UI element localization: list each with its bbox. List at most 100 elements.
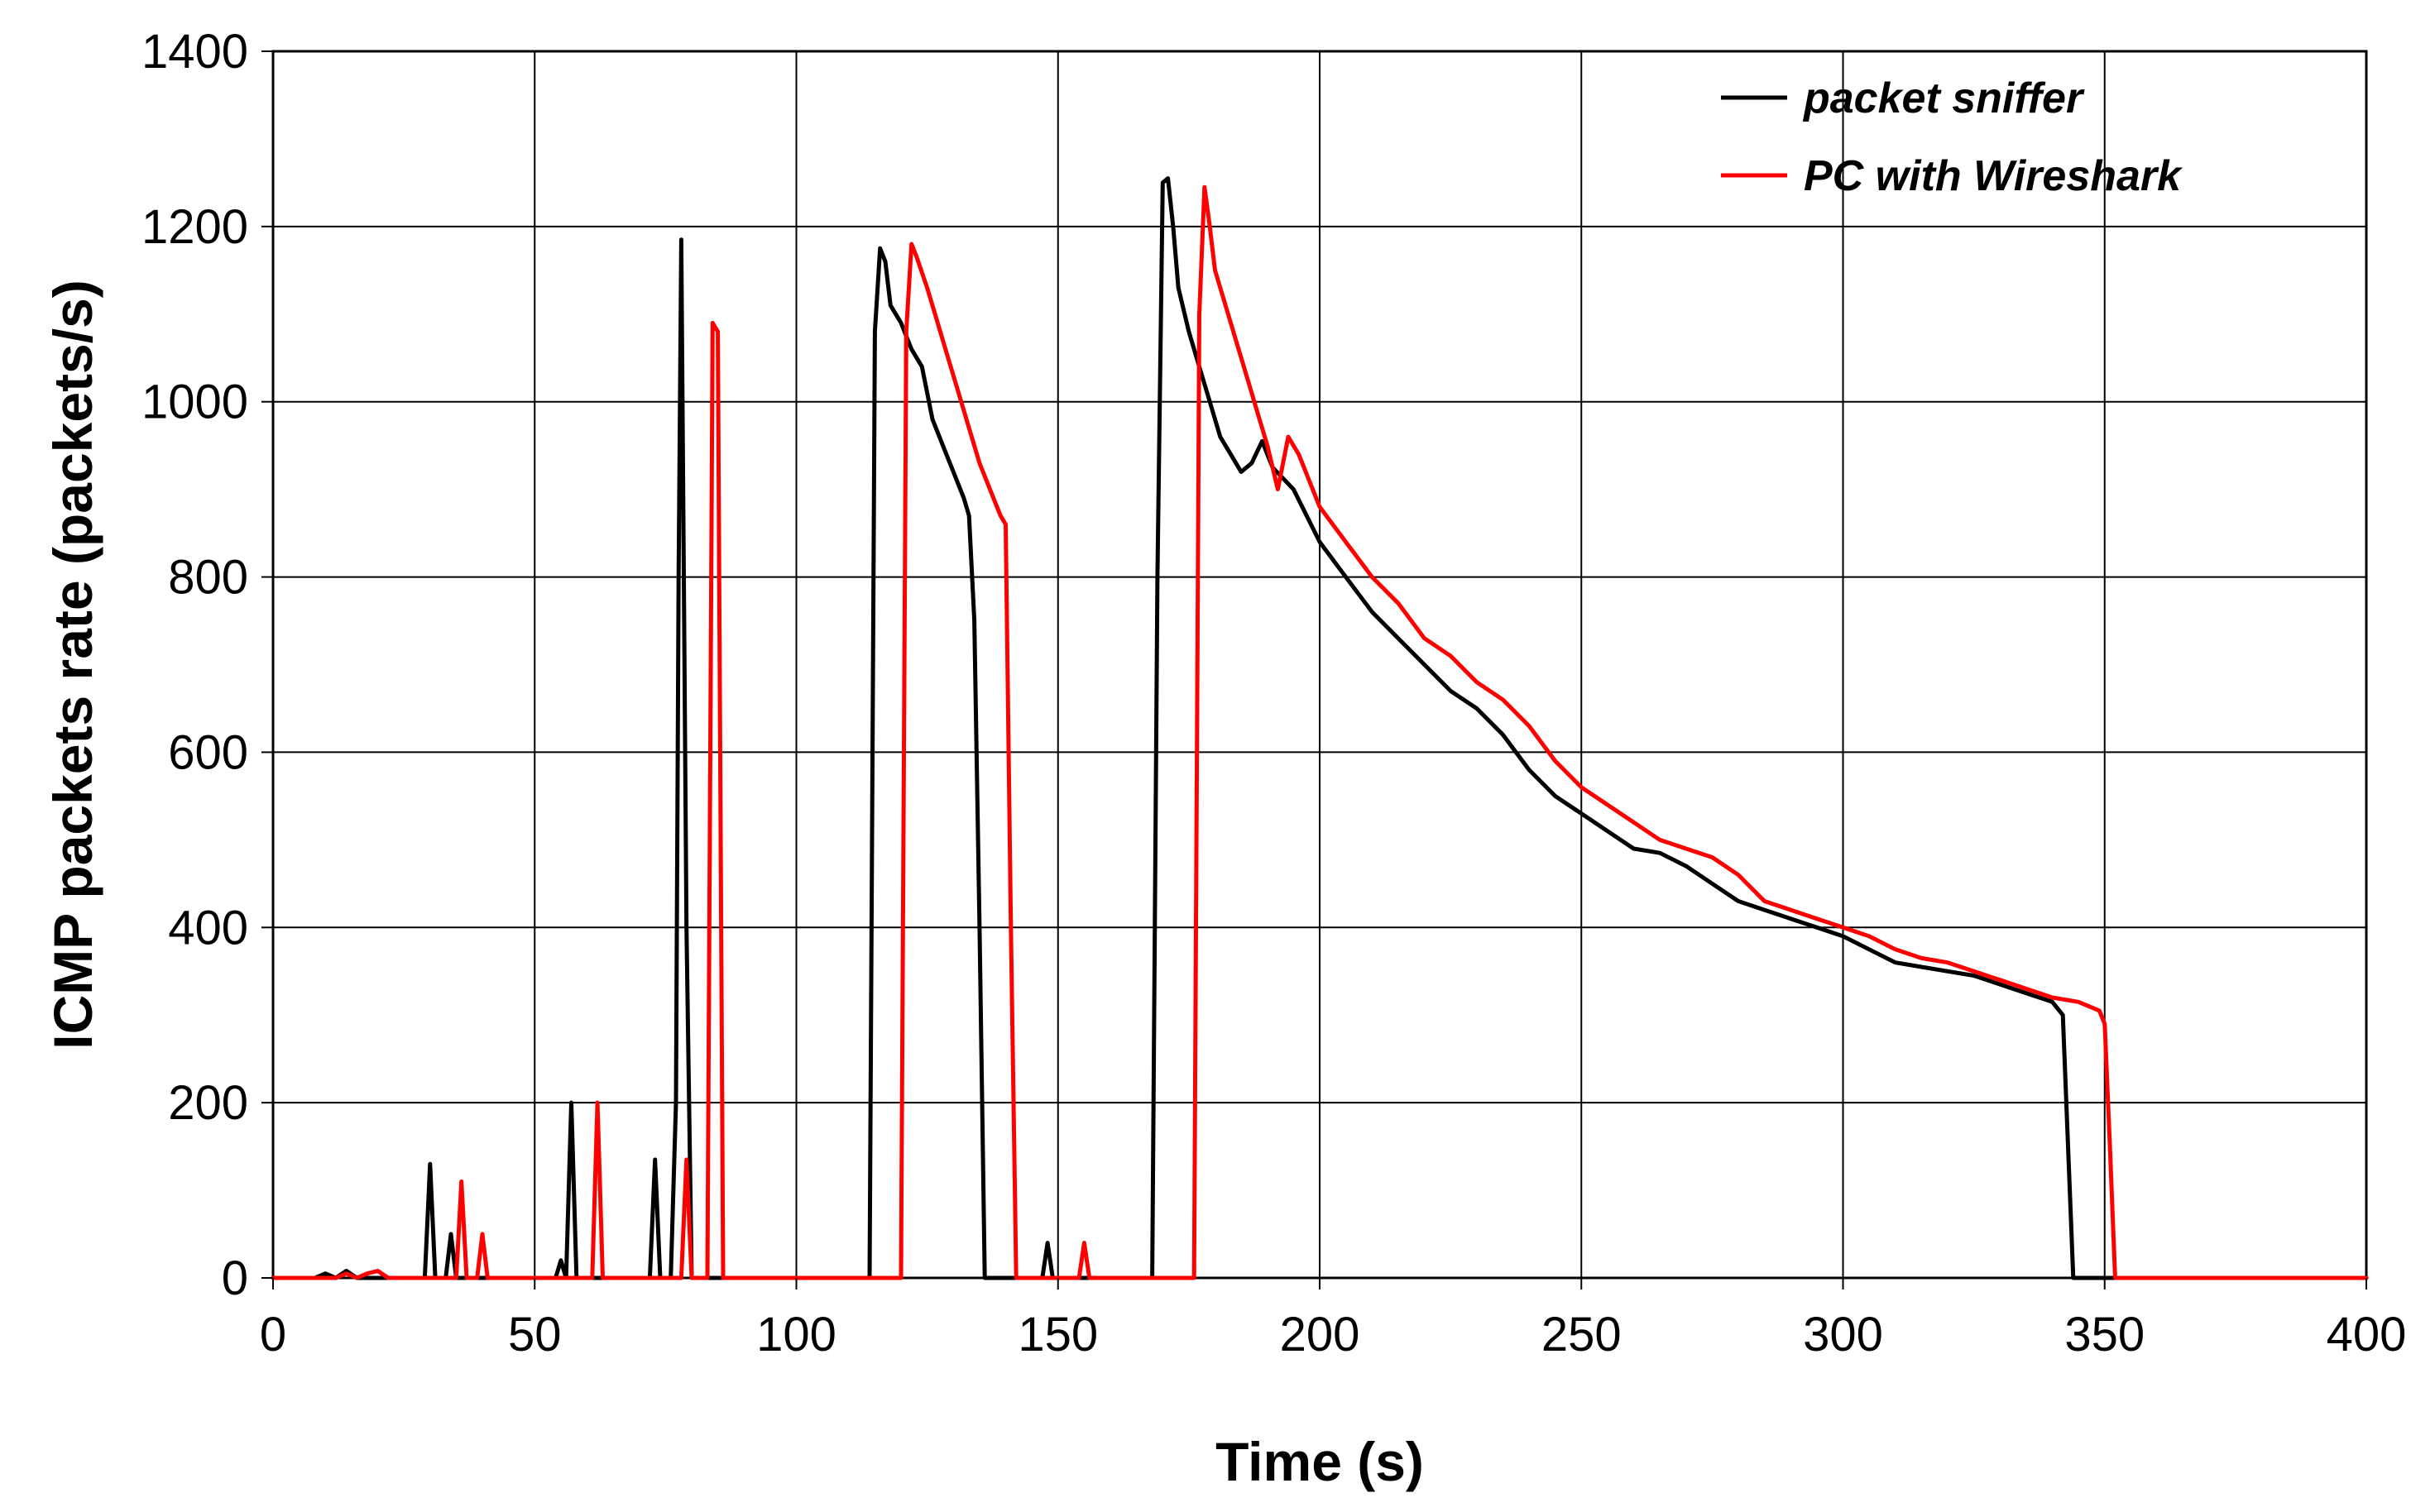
legend-label-packet-sniffer: packet sniffer — [1802, 74, 2085, 122]
data-point — [1867, 935, 1871, 938]
data-point — [1972, 969, 1976, 973]
data-point — [690, 1276, 693, 1280]
data-point — [1554, 794, 1557, 797]
y-tick-label: 200 — [168, 1076, 248, 1130]
y-tick-label: 1200 — [141, 200, 248, 254]
data-point — [1579, 812, 1583, 816]
data-point — [983, 1276, 986, 1280]
data-point — [1632, 847, 1635, 850]
data-point — [324, 1272, 327, 1275]
y-axis-ticks: 0 200 400 600 800 1000 1200 1400 — [141, 25, 273, 1305]
data-point — [1345, 576, 1348, 579]
y-tick-label: 1400 — [141, 25, 248, 79]
data-point — [591, 1276, 594, 1280]
data-point — [1867, 948, 1871, 951]
data-point — [1014, 1276, 1018, 1280]
data-point — [1920, 956, 1923, 959]
data-point — [1276, 488, 1279, 491]
data-point — [2051, 996, 2054, 999]
data-point — [951, 471, 955, 473]
data-point — [1318, 505, 1321, 509]
data-point — [2077, 1000, 2080, 1003]
data-point — [1763, 900, 1766, 902]
data-point — [2108, 1145, 2111, 1148]
data-point — [486, 1276, 489, 1280]
data-point — [1815, 917, 1819, 921]
data-point — [1606, 803, 1609, 806]
data-point — [957, 391, 961, 395]
data-point — [1579, 786, 1583, 789]
data-point — [1397, 601, 1400, 605]
data-point — [1198, 313, 1201, 316]
data-point — [1245, 374, 1248, 377]
data-point — [570, 1101, 573, 1104]
y-axis-title: ICMP packets rate (packets/s) — [42, 280, 103, 1050]
data-point — [429, 1162, 432, 1165]
y-tick-label: 800 — [168, 551, 248, 605]
data-point — [1842, 935, 1844, 938]
data-point — [677, 576, 680, 579]
data-point — [454, 1276, 458, 1280]
data-point — [1710, 882, 1714, 885]
grid — [272, 50, 2367, 1279]
data-point — [889, 304, 892, 307]
data-point — [1250, 462, 1253, 465]
data-point — [460, 1180, 463, 1183]
data-point — [1318, 540, 1321, 543]
data-point — [1187, 330, 1191, 333]
data-point — [1946, 969, 1949, 973]
data-point — [1894, 948, 1897, 951]
x-tick-label: 150 — [1018, 1308, 1098, 1361]
data-point — [674, 1101, 678, 1104]
data-point — [481, 1232, 484, 1236]
data-point — [1789, 917, 1792, 921]
data-point — [1789, 908, 1792, 912]
data-point — [962, 496, 966, 500]
data-point — [654, 1158, 657, 1161]
data-point — [1423, 637, 1426, 640]
data-point — [376, 1270, 379, 1272]
data-point — [942, 444, 945, 447]
data-point — [1998, 978, 2001, 982]
data-point — [1946, 961, 1949, 964]
data-point — [978, 926, 981, 929]
data-point — [1815, 926, 1819, 929]
data-point — [2113, 1276, 2116, 1280]
data-point — [1177, 286, 1180, 289]
data-point — [1632, 821, 1635, 824]
data-point — [345, 1270, 348, 1272]
data-point — [1004, 523, 1007, 526]
data-point — [989, 488, 991, 491]
data-point — [1203, 185, 1206, 189]
data-point — [973, 620, 976, 622]
y-tick-label: 0 — [222, 1251, 248, 1305]
series-line-packet-sniffer — [271, 176, 2369, 1280]
data-point — [685, 926, 688, 929]
data-point — [2072, 1276, 2075, 1280]
data-point — [334, 1276, 338, 1280]
y-tick-label: 1000 — [141, 376, 248, 429]
data-point — [679, 1276, 683, 1280]
data-point — [936, 321, 939, 324]
data-point — [2061, 1013, 2064, 1017]
data-point — [386, 1276, 390, 1280]
data-point — [1423, 663, 1426, 666]
data-point — [899, 1276, 903, 1280]
series-points-pc-with-wireshark — [271, 185, 2368, 1280]
data-point — [1224, 304, 1227, 307]
data-point — [596, 1101, 599, 1104]
data-point — [1287, 435, 1290, 438]
data-point — [1156, 576, 1159, 579]
data-point — [685, 1158, 688, 1161]
x-tick-label: 350 — [2064, 1308, 2145, 1361]
data-point — [931, 418, 934, 421]
data-point — [1229, 452, 1232, 456]
data-point — [602, 1276, 604, 1280]
data-point — [711, 321, 714, 324]
data-point — [2051, 1000, 2054, 1003]
data-point — [1088, 1276, 1091, 1280]
data-point — [1449, 654, 1452, 658]
data-point — [476, 1276, 479, 1280]
x-tick-label: 300 — [1803, 1308, 1883, 1361]
